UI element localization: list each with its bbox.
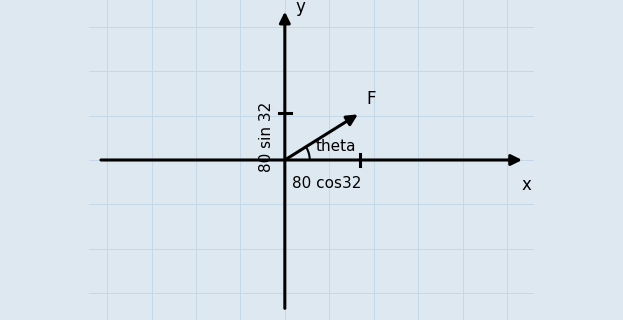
- Text: F: F: [366, 91, 376, 108]
- Text: x: x: [521, 176, 531, 194]
- Text: 80 sin 32: 80 sin 32: [259, 101, 274, 172]
- Text: theta: theta: [316, 139, 356, 154]
- Text: y: y: [295, 0, 305, 16]
- Text: 80 cos32: 80 cos32: [292, 176, 362, 191]
